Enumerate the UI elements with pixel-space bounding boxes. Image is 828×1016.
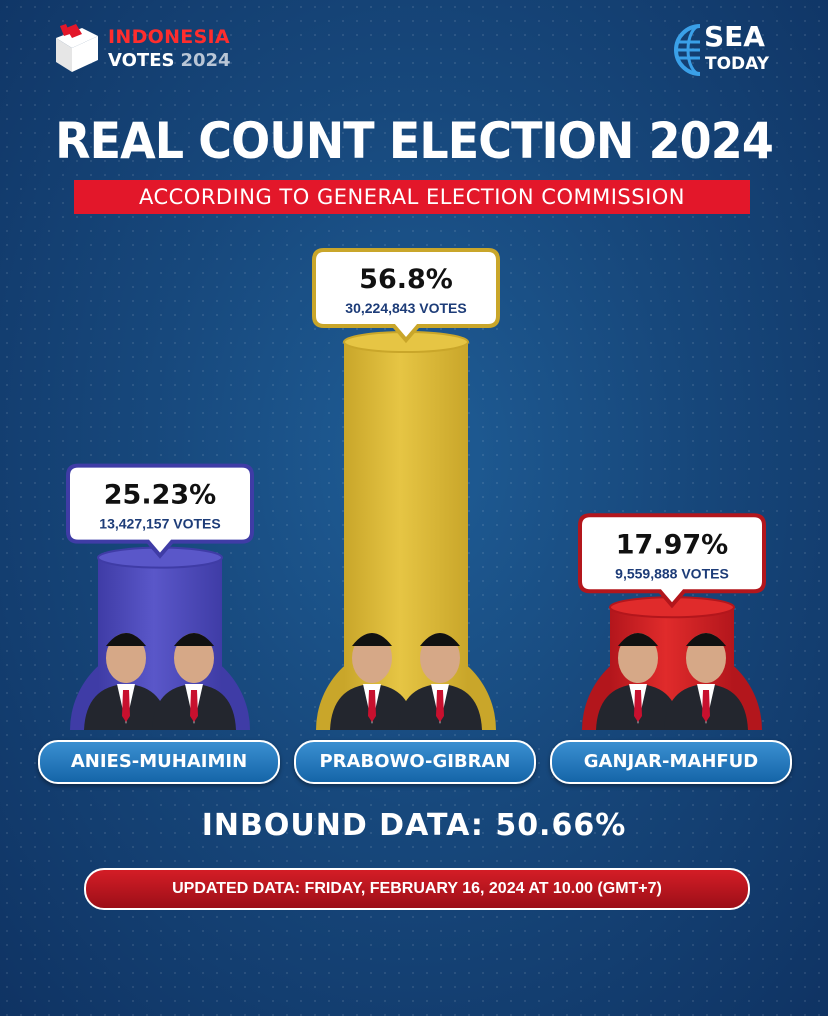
indonesia-votes-logo: INDONESIA VOTES 2024 bbox=[52, 14, 262, 78]
logo-line2: VOTES 2024 bbox=[108, 50, 231, 71]
candidate-label-anies: ANIES-MUHAIMIN bbox=[38, 740, 280, 784]
bar-prabowo bbox=[316, 331, 496, 730]
page-title: REAL COUNT ELECTION 2024 bbox=[55, 112, 774, 170]
inbound-data: INBOUND DATA: 50.66% bbox=[201, 808, 627, 843]
logo-line1: INDONESIA bbox=[108, 26, 230, 48]
bar-anies bbox=[70, 546, 250, 730]
value-label: 17.97% bbox=[616, 529, 728, 560]
value-bubble-anies: 25.23% 13,427,157 VOTES bbox=[66, 463, 254, 559]
candidate-label-ganjar: GANJAR-MAHFUD bbox=[550, 740, 792, 784]
candidate-photo bbox=[84, 633, 168, 730]
value-bubble-prabowo: 56.8% 30,224,843 VOTES bbox=[312, 248, 500, 344]
candidate-photo bbox=[596, 633, 680, 730]
logo-year: 2024 bbox=[180, 50, 231, 71]
votes-label: 30,224,843 VOTES bbox=[345, 300, 466, 316]
votes-label: 9,559,888 VOTES bbox=[615, 565, 729, 581]
globe-icon bbox=[674, 24, 701, 76]
brand-today: TODAY bbox=[705, 54, 769, 74]
bar-ganjar bbox=[582, 596, 762, 730]
candidate-photo bbox=[664, 633, 748, 730]
updated-data-banner: UPDATED DATA: FRIDAY, FEBRUARY 16, 2024 … bbox=[84, 868, 750, 910]
candidate-photo bbox=[398, 633, 482, 730]
value-label: 56.8% bbox=[359, 264, 453, 295]
page-subtitle: ACCORDING TO GENERAL ELECTION COMMISSION bbox=[74, 180, 750, 214]
value-label: 25.23% bbox=[104, 480, 216, 511]
value-bubble-ganjar: 17.97% 9,559,888 VOTES bbox=[578, 513, 766, 609]
brand-sea: SEA bbox=[704, 20, 765, 53]
votes-label: 13,427,157 VOTES bbox=[99, 516, 220, 532]
sea-today-logo: SEA TODAY bbox=[674, 20, 784, 80]
candidate-photo bbox=[152, 633, 236, 730]
ballot-box-icon bbox=[56, 24, 98, 72]
candidate-label-prabowo: PRABOWO-GIBRAN bbox=[294, 740, 536, 784]
candidate-photo bbox=[330, 633, 414, 730]
